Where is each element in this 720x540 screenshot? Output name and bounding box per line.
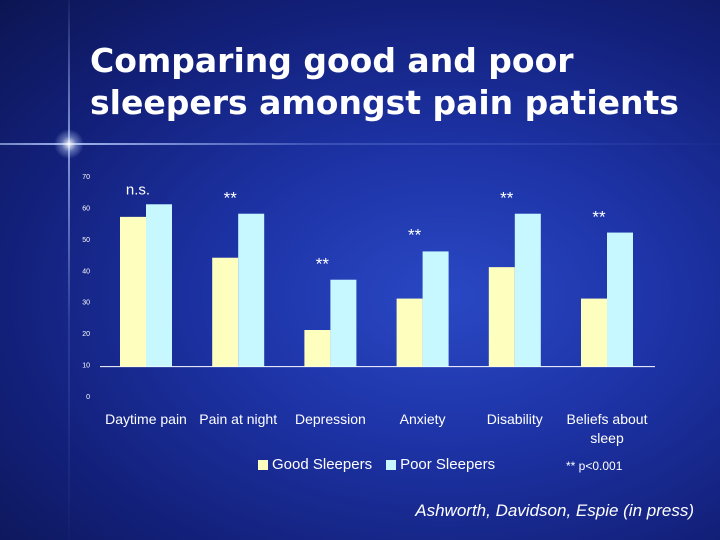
- y-tick-label: 0: [86, 394, 90, 401]
- citation: Ashworth, Davidson, Espie (in press): [415, 501, 694, 520]
- legend-item-good-sleepers: Good Sleepers: [258, 456, 372, 473]
- legend-item-poor-sleepers: Poor Sleepers: [386, 456, 495, 473]
- x-category-label: Daytime pain: [105, 411, 187, 427]
- bar-good-sleepers: [212, 257, 239, 367]
- y-tick-label: 40: [82, 268, 90, 275]
- y-tick-label: 10: [82, 363, 90, 370]
- x-category-label: Depression: [295, 411, 366, 427]
- significance-marker: **: [224, 189, 238, 208]
- x-category-label: Disability: [487, 411, 543, 427]
- legend-label-poor-sleepers: Poor Sleepers: [400, 456, 496, 473]
- bar-good-sleepers: [120, 216, 146, 367]
- x-category-label: sleep: [590, 430, 624, 446]
- bar-poor-sleepers: [607, 232, 633, 367]
- y-tick-label: 20: [82, 331, 90, 338]
- bar-poor-sleepers: [330, 279, 357, 367]
- bar-good-sleepers: [304, 330, 331, 367]
- x-category-label: Pain at night: [199, 411, 277, 427]
- bar-poor-sleepers: [422, 251, 449, 367]
- bar-poor-sleepers: [514, 213, 541, 367]
- legend-swatch-good-sleepers: [258, 459, 268, 470]
- decorative-horizontal-line: [0, 143, 720, 145]
- title-line-2: sleepers amongst pain patients: [90, 83, 679, 122]
- legend-swatch-poor-sleepers: [386, 459, 397, 470]
- decorative-star-glow: [54, 129, 84, 159]
- y-tick-label: 60: [82, 205, 90, 212]
- significance-marker: **: [408, 225, 422, 244]
- bar-good-sleepers: [396, 298, 423, 367]
- bar-good-sleepers: [488, 267, 515, 367]
- title-line-1: Comparing good and poor: [90, 41, 574, 80]
- slide-title: Comparing good and poor sleepers amongst…: [90, 40, 710, 124]
- y-tick-label: 50: [82, 237, 90, 244]
- x-category-label: Beliefs about: [567, 411, 648, 427]
- y-tick-label: 30: [82, 300, 90, 307]
- bar-poor-sleepers: [238, 213, 265, 367]
- x-category-label: Anxiety: [400, 411, 446, 427]
- bar-poor-sleepers: [146, 204, 172, 367]
- bar-good-sleepers: [581, 298, 607, 367]
- decorative-vertical-line: [68, 0, 70, 540]
- significance-marker: **: [500, 189, 514, 208]
- significance-marker: **: [316, 255, 330, 274]
- significance-marker: n.s.: [126, 181, 150, 198]
- significance-note: ** p<0.001: [566, 459, 623, 473]
- significance-marker: **: [592, 208, 606, 227]
- y-tick-label: 70: [82, 174, 90, 181]
- legend-label-good-sleepers: Good Sleepers: [272, 456, 373, 473]
- chart-legend: Good Sleepers Poor Sleepers: [258, 456, 509, 473]
